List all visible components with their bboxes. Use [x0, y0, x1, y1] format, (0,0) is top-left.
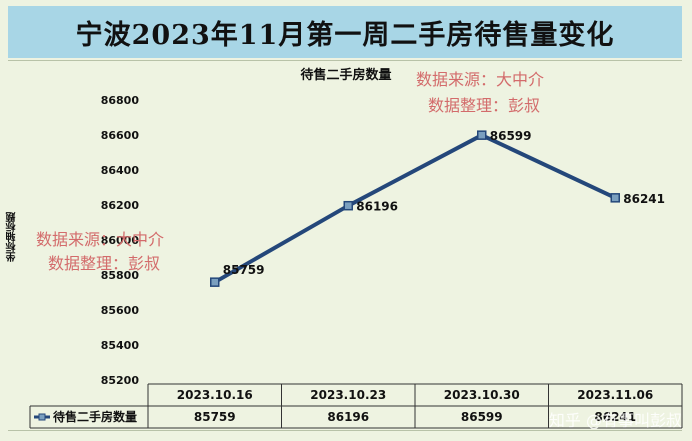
- x-tick-label: 2023.10.30: [444, 388, 520, 402]
- watermark-editor: 数据整理：彭叔: [48, 254, 161, 273]
- data-point: [477, 130, 487, 140]
- data-point: [210, 277, 220, 287]
- series-line: [213, 133, 617, 284]
- legend-label: 待售二手房数量: [53, 409, 137, 424]
- banner-title: 宁波2023年11月第一周二手房待售量变化: [8, 6, 682, 58]
- y-tick-label: 85800: [101, 269, 140, 282]
- table-value: 86196: [327, 410, 369, 424]
- y-tick-label: 86400: [101, 164, 140, 177]
- legend-marker: [38, 413, 46, 421]
- data-point: [343, 200, 353, 211]
- y-tick-label: 86200: [101, 199, 140, 212]
- data-point: [610, 193, 620, 203]
- data-label: 86599: [490, 129, 532, 143]
- watermark-editor: 数据整理：彭叔: [428, 96, 541, 115]
- table-value: 85759: [194, 410, 236, 424]
- x-tick-label: 2023.10.23: [310, 388, 386, 402]
- y-tick-label: 85200: [101, 374, 140, 387]
- data-label: 85759: [223, 263, 265, 277]
- divider: [8, 430, 682, 431]
- divider: [8, 60, 682, 61]
- data-label: 86241: [623, 192, 665, 206]
- watermark-source: 数据来源：大中介: [416, 70, 545, 89]
- y-tick-label: 86600: [101, 129, 140, 142]
- zhihu-watermark: 知乎 @有事叫彭叔: [548, 411, 682, 430]
- table-value: 86599: [461, 410, 503, 424]
- table-value: 86241: [594, 410, 636, 424]
- x-tick-label: 2023.11.06: [577, 388, 653, 402]
- y-tick-label: 85600: [101, 304, 140, 317]
- watermark-source: 数据来源：大中介: [36, 230, 165, 249]
- data-label: 86196: [356, 200, 398, 214]
- y-tick-label: 85400: [101, 339, 140, 352]
- x-tick-label: 2023.10.16: [177, 388, 253, 402]
- y-tick-label: 86000: [101, 234, 140, 247]
- y-tick-label: 86800: [101, 94, 140, 107]
- chart-title: 待售二手房数量: [300, 68, 392, 83]
